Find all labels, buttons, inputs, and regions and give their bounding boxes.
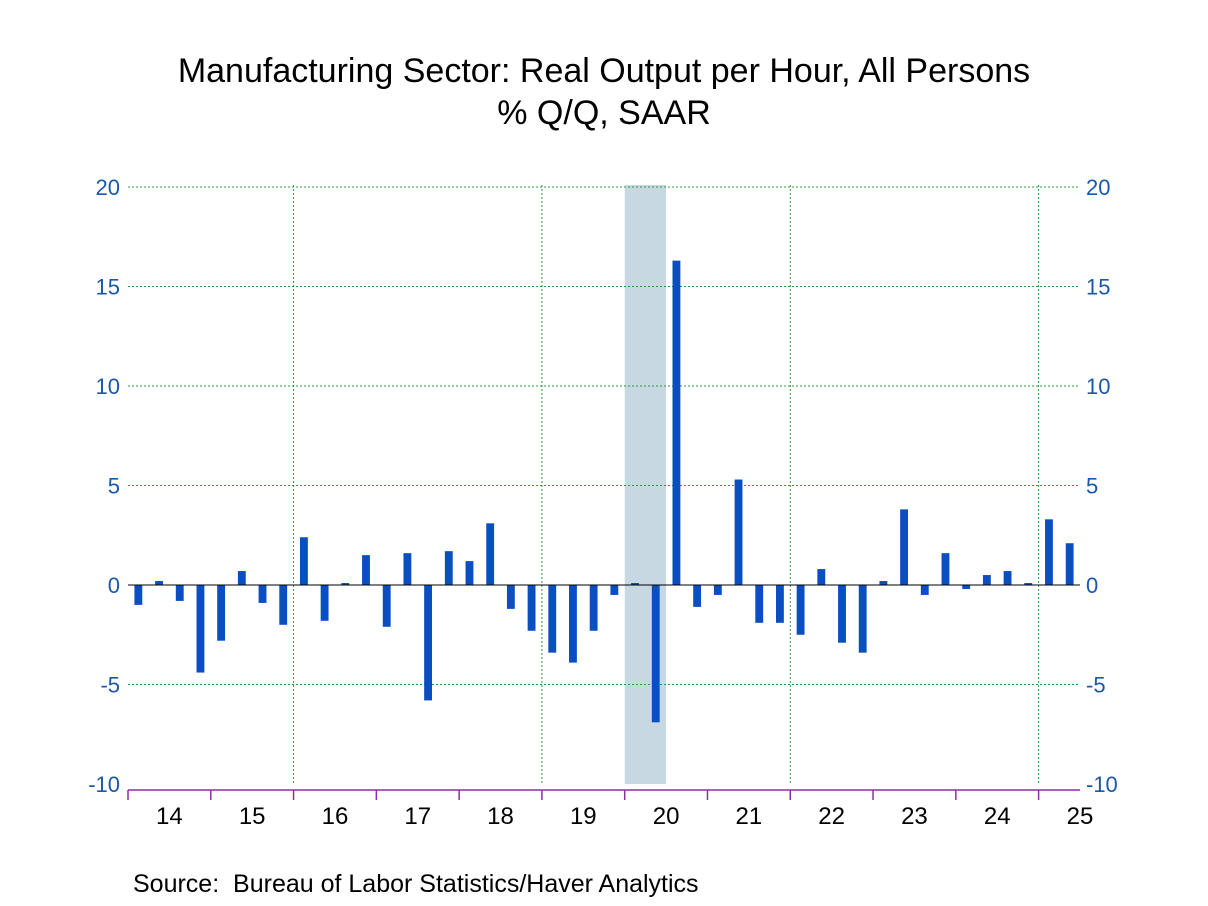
bar <box>258 585 267 603</box>
bar <box>1045 519 1053 585</box>
bar <box>941 553 950 585</box>
bar <box>713 585 722 595</box>
bar <box>320 585 329 621</box>
x-tick-label: 15 <box>239 803 266 830</box>
bar <box>299 537 308 585</box>
bar <box>589 585 598 631</box>
bar <box>403 553 412 585</box>
y-tick-label-left: 5 <box>108 474 120 499</box>
bar <box>465 561 474 585</box>
bar <box>962 585 971 589</box>
bar <box>900 509 909 585</box>
bar <box>1065 543 1074 585</box>
y-tick-label-right: -10 <box>1086 772 1118 797</box>
y-tick-label-left: 15 <box>96 275 120 300</box>
source-note: Source: Bureau of Labor Statistics/Haver… <box>133 870 699 898</box>
y-tick-label-left: -10 <box>88 772 120 797</box>
y-tick-label-right: 10 <box>1086 374 1110 399</box>
x-tick-label: 19 <box>570 803 597 830</box>
bar <box>1024 583 1033 585</box>
bar <box>279 585 288 625</box>
x-tick-label: 23 <box>901 803 928 830</box>
bar <box>755 585 764 623</box>
bar <box>651 585 660 723</box>
bar <box>548 585 557 653</box>
bar <box>838 585 846 643</box>
bar <box>444 551 453 585</box>
y-tick-label-right: 5 <box>1086 474 1098 499</box>
bar <box>134 585 143 605</box>
bar <box>506 585 515 609</box>
y-tick-label-left: 10 <box>96 374 120 399</box>
bar <box>424 585 433 701</box>
bar <box>155 581 163 585</box>
bar <box>217 585 226 641</box>
bar <box>341 583 350 585</box>
y-tick-label-left: 0 <box>108 573 120 598</box>
bar <box>382 585 391 627</box>
y-tick-label-right: 15 <box>1086 275 1110 300</box>
x-tick-label: 20 <box>653 803 680 830</box>
bar <box>1003 571 1012 585</box>
bar <box>858 585 867 653</box>
bar <box>362 555 370 585</box>
bar <box>734 479 743 585</box>
x-tick-label: 25 <box>1067 803 1094 830</box>
bar <box>237 571 246 585</box>
bar <box>775 585 784 623</box>
bar <box>196 585 205 673</box>
y-tick-label-right: -5 <box>1086 673 1106 698</box>
bar <box>879 581 888 585</box>
bar <box>920 585 929 595</box>
bar <box>672 260 681 585</box>
y-tick-label-right: 20 <box>1086 175 1110 200</box>
x-tick-label: 22 <box>818 803 845 830</box>
bar <box>569 585 577 663</box>
bar <box>817 569 826 585</box>
x-tick-label: 17 <box>404 803 431 830</box>
bar <box>982 575 991 585</box>
recession-shading <box>624 185 667 784</box>
x-tick-label: 24 <box>984 803 1011 830</box>
x-tick-label: 21 <box>736 803 763 830</box>
chart-title: Manufacturing Sector: Real Output per Ho… <box>177 52 1031 90</box>
x-tick-label: 16 <box>322 803 349 830</box>
x-tick-label: 18 <box>487 803 514 830</box>
bar <box>610 585 619 595</box>
chart-subtitle: % Q/Q, SAAR <box>497 94 711 132</box>
bar <box>796 585 805 635</box>
bar <box>527 585 536 631</box>
bar <box>486 523 495 585</box>
y-tick-label-left: 20 <box>96 175 120 200</box>
bar <box>175 585 184 601</box>
y-tick-label-left: -5 <box>100 673 120 698</box>
bar <box>693 585 702 607</box>
y-tick-label-right: 0 <box>1086 573 1098 598</box>
x-tick-label: 14 <box>156 803 183 830</box>
bar <box>631 583 639 585</box>
